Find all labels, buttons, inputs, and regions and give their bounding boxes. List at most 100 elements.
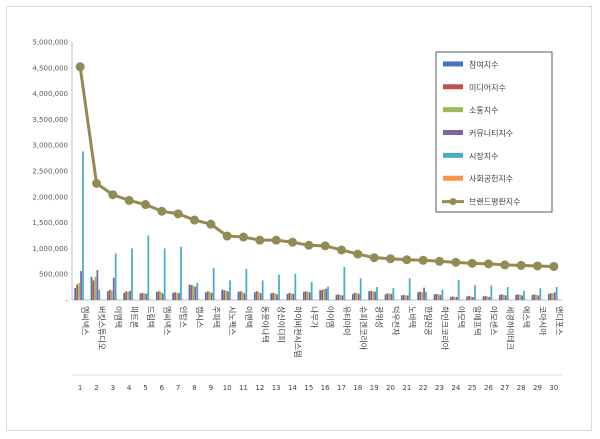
legend-swatch (443, 84, 463, 90)
line-point (222, 231, 232, 241)
bar (335, 294, 338, 300)
line-point (141, 200, 150, 210)
bar (515, 294, 518, 300)
bar (306, 291, 309, 300)
line-point (533, 261, 542, 271)
bar (337, 294, 340, 300)
bar (547, 293, 550, 300)
category-label: 버킷스튜디오 (97, 306, 107, 350)
bar (190, 285, 193, 300)
bar (370, 290, 373, 300)
bar (423, 287, 425, 300)
category-label: 아이엠 (326, 306, 336, 328)
bar (194, 286, 197, 300)
bar (274, 293, 276, 300)
bar (555, 287, 558, 300)
y-tick-label: 2,000,000 (32, 193, 68, 201)
line-point (75, 62, 85, 72)
bar (557, 299, 560, 300)
rank-label: 30 (549, 384, 558, 392)
bar (312, 299, 315, 300)
bar (100, 299, 103, 300)
bar (192, 285, 195, 300)
line-point (173, 209, 183, 219)
bar (374, 291, 376, 300)
category-label: 세경하이테크 (505, 306, 515, 350)
bar (476, 299, 478, 300)
bar (82, 151, 84, 300)
bar (323, 289, 325, 300)
bar (292, 293, 295, 300)
category-label: 파트론 (130, 306, 139, 328)
legend-label: 커뮤니티지수 (469, 128, 513, 138)
category-label: 아모센스 (489, 306, 499, 335)
bar (223, 290, 226, 300)
bar (482, 296, 485, 300)
bar (390, 293, 393, 300)
bar (408, 278, 411, 300)
bar (241, 291, 244, 300)
category-label: 알에프텍 (473, 306, 483, 335)
bar (155, 291, 158, 300)
line-point (92, 178, 101, 188)
bar (361, 299, 364, 300)
bar (80, 271, 82, 300)
line-point (402, 255, 412, 265)
rank-label: 1 (78, 384, 82, 392)
category-label: 하인크코리아 (440, 306, 450, 351)
line-point (451, 257, 461, 267)
bar (188, 284, 191, 300)
bar (247, 299, 250, 300)
bar (468, 295, 471, 300)
y-tick-label: 2,500,000 (32, 168, 68, 176)
category-label: 나무가 (309, 306, 318, 329)
bar (355, 292, 358, 300)
category-label: 슈피겐코리아 (358, 306, 368, 351)
bar (451, 296, 454, 300)
bar (116, 299, 119, 300)
bar (286, 293, 289, 300)
bar (551, 293, 554, 300)
bar (108, 289, 111, 300)
legend-swatch (443, 175, 463, 181)
bar (145, 293, 148, 300)
bar (521, 295, 523, 300)
bar (376, 287, 378, 300)
bar (425, 291, 427, 300)
line-point (206, 219, 216, 229)
bar (484, 295, 487, 300)
category-label: 캠시스 (195, 306, 205, 328)
category-label: 엠씨넥스 (81, 306, 91, 335)
bar (276, 294, 278, 300)
bar (280, 299, 282, 300)
bar (474, 285, 476, 300)
bar (319, 290, 322, 300)
bar (270, 293, 273, 300)
bar (290, 293, 293, 300)
rank-label: 20 (386, 384, 395, 392)
category-label: 인탑스 (179, 306, 189, 328)
bar (125, 291, 128, 300)
bar (131, 248, 133, 300)
bar (359, 278, 362, 300)
legend-swatch (443, 107, 463, 113)
rank-label: 19 (370, 384, 379, 392)
bar (94, 276, 97, 300)
bar (90, 276, 93, 300)
bar (259, 293, 262, 300)
bar (98, 289, 101, 300)
rank-label: 10 (223, 384, 232, 392)
bar (127, 291, 129, 300)
category-label: 덕우전자 (391, 306, 401, 336)
legend-label: 시장지수 (469, 151, 498, 161)
rank-label: 16 (321, 384, 330, 392)
legend-label: 참여지수 (469, 59, 498, 69)
category-label: 하이비젼시스템 (293, 306, 303, 358)
y-tick-label: 4,500,000 (32, 64, 68, 72)
bar (419, 291, 422, 300)
bar (257, 291, 260, 300)
bar (453, 296, 456, 300)
bar (508, 299, 511, 300)
rank-label: 5 (143, 384, 147, 392)
line-point (484, 259, 493, 269)
